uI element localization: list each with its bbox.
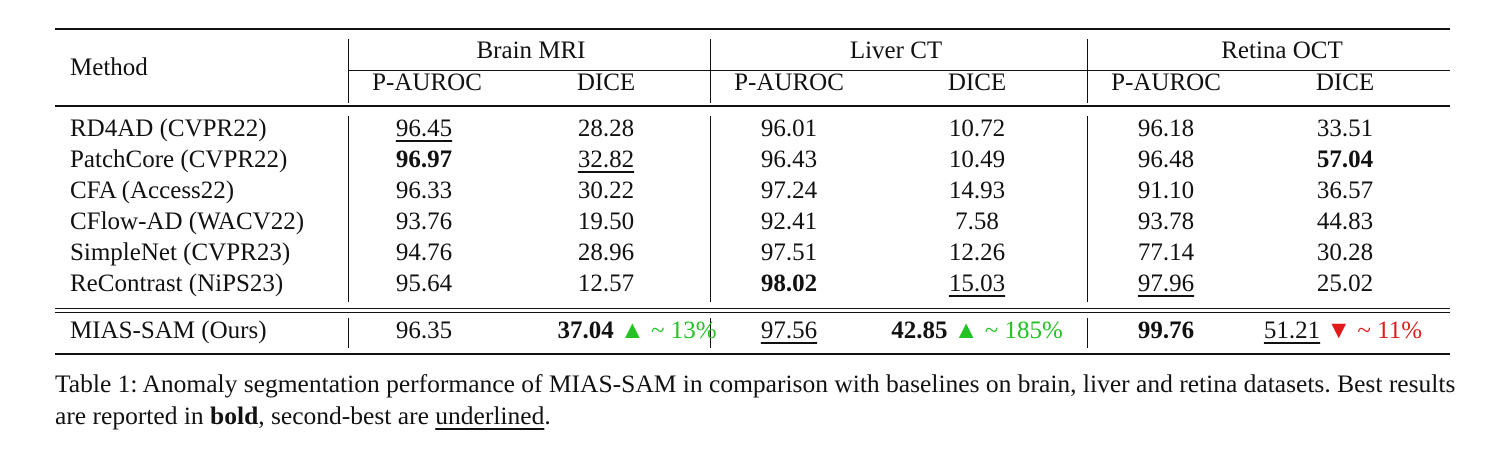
- method-name: PatchCore (CVPR22): [70, 146, 288, 173]
- value-cell: 96.33: [395, 177, 453, 204]
- value-cell: 28.28: [577, 115, 635, 142]
- subheader-retina-dice: DICE: [1315, 69, 1375, 96]
- ours-rule-bottom: [55, 312, 1450, 314]
- method-name: MIAS-SAM (Ours): [70, 317, 267, 344]
- header-divider-3: [1087, 39, 1089, 103]
- body-divider-3: [1087, 116, 1089, 302]
- value-cell: 30.22: [577, 177, 635, 204]
- ours-divider-1: [348, 318, 350, 348]
- subheader-brain-pauroc: P-AUROC: [372, 69, 482, 96]
- value-cell: 7.58: [955, 208, 999, 235]
- value-cell: 44.83: [1316, 208, 1374, 235]
- value-cell: 97.56: [760, 317, 818, 344]
- ours-divider-2: [710, 318, 712, 348]
- table-caption: Table 1: Anomaly segmentation performanc…: [55, 368, 1475, 432]
- method-name: SimpleNet (CVPR23): [70, 239, 291, 266]
- delta-increase: ▲ ~ 13%: [619, 317, 717, 344]
- caption-text: Table 1: Anomaly segmentation performanc…: [55, 369, 1456, 430]
- value-cell-with-delta: 42.85 ▲ ~ 185%: [891, 316, 1063, 346]
- group-header-liver: Liver CT: [849, 37, 943, 64]
- method-name: ReContrast (NiPS23): [70, 270, 284, 297]
- value-cell: 19.50: [577, 208, 635, 235]
- method-name: RD4AD (CVPR22): [70, 115, 267, 142]
- value-cell: 98.02: [760, 270, 818, 297]
- group-rule: [348, 70, 1450, 72]
- value-cell: 92.41: [760, 208, 818, 235]
- header-divider-2: [710, 39, 712, 103]
- value-cell: 10.49: [948, 146, 1006, 173]
- value: 51.21: [1263, 317, 1321, 344]
- subheader-retina-pauroc: P-AUROC: [1111, 69, 1221, 96]
- value-cell: 28.96: [577, 239, 635, 266]
- value-cell: 96.97: [395, 146, 453, 173]
- value-cell: 96.48: [1137, 146, 1195, 173]
- value-cell: 25.02: [1316, 270, 1374, 297]
- value-cell: 97.24: [760, 177, 818, 204]
- header-divider-1: [348, 39, 350, 103]
- value-cell: 99.76: [1137, 317, 1195, 344]
- header-rule: [55, 105, 1450, 107]
- value-cell: 32.82: [577, 146, 635, 173]
- top-rule: [55, 28, 1450, 30]
- method-name: CFA (Access22): [70, 177, 235, 204]
- method-header: Method: [70, 54, 148, 81]
- value-cell: 57.04: [1316, 146, 1374, 173]
- value-cell: 96.01: [760, 115, 818, 142]
- subheader-liver-dice: DICE: [947, 69, 1007, 96]
- value-cell: 96.45: [395, 115, 453, 142]
- value-cell: 36.57: [1316, 177, 1374, 204]
- value-cell: 96.18: [1137, 115, 1195, 142]
- value-cell: 94.76: [395, 239, 453, 266]
- value: 37.04: [557, 317, 614, 344]
- value-cell: 93.78: [1137, 208, 1195, 235]
- value-cell: 91.10: [1137, 177, 1195, 204]
- group-header-brain: Brain MRI: [476, 37, 586, 64]
- body-divider-1: [348, 116, 350, 302]
- value-cell-with-delta: 51.21 ▼ ~ 11%: [1264, 316, 1422, 346]
- subheader-brain-dice: DICE: [576, 69, 636, 96]
- caption-text: , second-best are: [258, 401, 436, 430]
- value-cell: 30.28: [1316, 239, 1374, 266]
- delta-decrease: ▼ ~ 11%: [1326, 317, 1423, 344]
- body-divider-2: [710, 116, 712, 302]
- method-name: CFlow-AD (WACV22): [70, 208, 305, 235]
- value-cell: 96.43: [760, 146, 818, 173]
- caption-text: .: [544, 401, 551, 430]
- value-cell: 97.51: [760, 239, 818, 266]
- value-cell: 96.35: [395, 317, 453, 344]
- value-cell: 15.03: [948, 270, 1006, 297]
- value-cell: 77.14: [1137, 239, 1195, 266]
- value: 42.85: [891, 317, 948, 344]
- group-header-retina: Retina OCT: [1221, 37, 1343, 64]
- bottom-rule: [55, 353, 1450, 355]
- value-cell: 14.93: [948, 177, 1006, 204]
- value-cell-with-delta: 37.04 ▲ ~ 13%: [557, 316, 716, 346]
- caption-underlined-word: underlined: [435, 401, 545, 430]
- value-cell: 97.96: [1137, 270, 1195, 297]
- value-cell: 95.64: [395, 270, 453, 297]
- value-cell: 12.26: [948, 239, 1006, 266]
- value-cell: 10.72: [948, 115, 1006, 142]
- caption-bold-word: bold: [210, 401, 259, 430]
- value-cell: 93.76: [395, 208, 453, 235]
- ours-rule-top: [55, 308, 1450, 310]
- value-cell: 12.57: [577, 270, 635, 297]
- value-cell: 33.51: [1316, 115, 1374, 142]
- delta-increase: ▲ ~ 185%: [953, 317, 1063, 344]
- subheader-liver-pauroc: P-AUROC: [734, 69, 844, 96]
- ours-divider-3: [1087, 318, 1089, 348]
